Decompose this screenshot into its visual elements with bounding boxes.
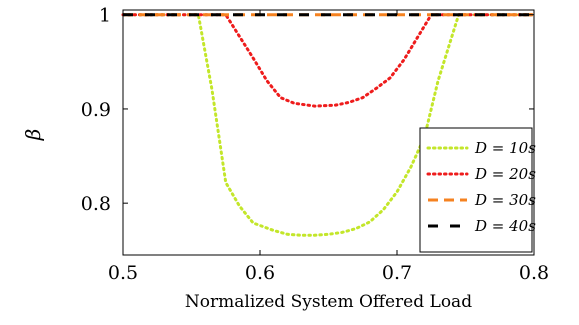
y-axis-label: β: [21, 129, 45, 142]
x-axis-label: Normalized System Offered Load: [185, 292, 472, 312]
y-tick-label: 0.8: [81, 193, 111, 215]
x-tick-label: 0.6: [245, 262, 275, 284]
x-tick-label: 0.7: [382, 262, 412, 284]
x-tick-label: 0.5: [108, 262, 138, 284]
legend-label: D = 30s: [474, 191, 536, 209]
legend: D = 10s D = 20s D = 30s D = 40s: [419, 127, 536, 253]
legend-label: D = 10s: [474, 139, 536, 157]
x-tick-label: 0.8: [519, 262, 549, 284]
y-tick-label: 0.9: [81, 99, 111, 121]
ticks-layer: 0.5 0.6 0.7 0.8 0.8 0.9 1: [81, 5, 549, 284]
y-tick-label: 1: [99, 5, 111, 27]
plot-frame: [122, 9, 535, 256]
series-line-2: [121, 13, 536, 108]
series-layer: [121, 13, 536, 237]
legend-label: D = 20s: [474, 165, 536, 183]
legend-label: D = 40s: [474, 217, 536, 235]
